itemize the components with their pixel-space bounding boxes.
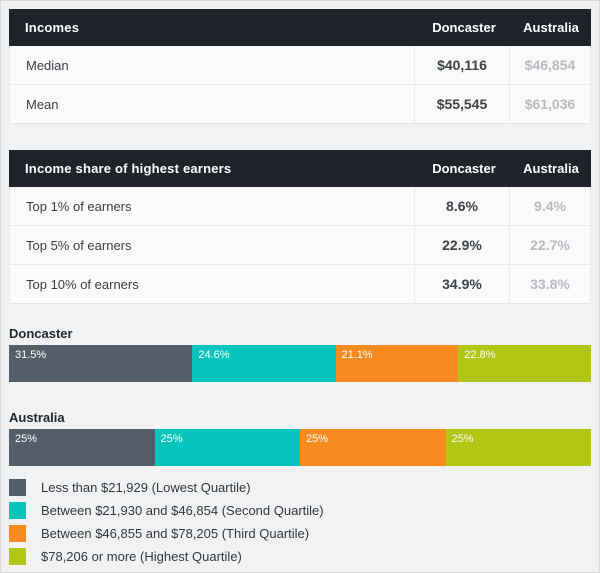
incomes-table-title: Incomes: [25, 20, 80, 35]
doncaster-bar-title: Doncaster: [9, 326, 73, 341]
column-header-doncaster: Doncaster: [432, 161, 496, 176]
column-header-doncaster: Doncaster: [432, 20, 496, 35]
top5-doncaster-value: 22.9%: [414, 226, 509, 264]
australia-stacked-bar: 25% 25% 25% 25%: [9, 429, 591, 466]
top5-australia-value: 22.7%: [509, 226, 590, 264]
table-row-top-1-percent: Top 1% of earners 8.6% 9.4%: [10, 187, 590, 225]
legend-label: $78,206 or more (Highest Quartile): [41, 549, 242, 564]
table-row-top-5-percent: Top 5% of earners 22.9% 22.7%: [10, 225, 590, 264]
legend-swatch-highest-quartile: [9, 548, 26, 565]
doncaster-stacked-bar: 31.5% 24.6% 21.1% 22.8%: [9, 345, 591, 382]
income-share-table: Income share of highest earners Doncaste…: [9, 150, 591, 304]
bar-segment-third-quartile: 25%: [300, 429, 446, 466]
bar-segment-highest-quartile: 25%: [445, 429, 591, 466]
mean-australia-value: $61,036: [509, 85, 590, 123]
legend-label: Between $21,930 and $46,854 (Second Quar…: [41, 503, 324, 518]
bar-segment-lowest-quartile: 25%: [9, 429, 155, 466]
legend-swatch-lowest-quartile: [9, 479, 26, 496]
median-australia-value: $46,854: [509, 46, 590, 84]
australia-bar-chart: Australia 25% 25% 25% 25%: [9, 410, 591, 466]
row-label: Top 5% of earners: [26, 237, 132, 253]
bar-segment-highest-quartile: 22.8%: [458, 345, 591, 382]
row-label: Top 1% of earners: [26, 198, 132, 214]
bar-segment-second-quartile: 24.6%: [192, 345, 336, 382]
legend-item-lowest-quartile: Less than $21,929 (Lowest Quartile): [9, 479, 591, 496]
legend-label: Less than $21,929 (Lowest Quartile): [41, 480, 251, 495]
legend-swatch-second-quartile: [9, 502, 26, 519]
legend-item-third-quartile: Between $46,855 and $78,205 (Third Quart…: [9, 525, 591, 542]
incomes-table-body: Median $40,116 $46,854 Mean $55,545 $61,…: [9, 46, 591, 124]
table-row-mean: Mean $55,545 $61,036: [10, 84, 590, 123]
australia-bar-title: Australia: [9, 410, 65, 425]
median-doncaster-value: $40,116: [414, 46, 509, 84]
bar-segment-third-quartile: 21.1%: [335, 345, 459, 382]
top1-doncaster-value: 8.6%: [414, 187, 509, 225]
income-share-table-body: Top 1% of earners 8.6% 9.4% Top 5% of ea…: [9, 187, 591, 304]
doncaster-bar-chart: Doncaster 31.5% 24.6% 21.1% 22.8%: [9, 326, 591, 382]
incomes-table: Incomes Doncaster Australia Median $40,1…: [9, 9, 591, 124]
row-label: Top 10% of earners: [26, 276, 139, 292]
row-label: Mean: [26, 96, 59, 112]
legend-item-second-quartile: Between $21,930 and $46,854 (Second Quar…: [9, 502, 591, 519]
column-header-australia: Australia: [523, 161, 579, 176]
table-row-median: Median $40,116 $46,854: [10, 46, 590, 84]
top10-doncaster-value: 34.9%: [414, 265, 509, 303]
table-row-top-10-percent: Top 10% of earners 34.9% 33.8%: [10, 264, 590, 303]
top1-australia-value: 9.4%: [509, 187, 590, 225]
legend-label: Between $46,855 and $78,205 (Third Quart…: [41, 526, 310, 541]
legend-swatch-third-quartile: [9, 525, 26, 542]
top10-australia-value: 33.8%: [509, 265, 590, 303]
income-share-table-title: Income share of highest earners: [25, 161, 232, 176]
quartile-legend: Less than $21,929 (Lowest Quartile) Betw…: [9, 479, 591, 565]
bar-segment-lowest-quartile: 31.5%: [9, 345, 193, 382]
income-share-table-header: Income share of highest earners Doncaste…: [9, 150, 591, 187]
mean-doncaster-value: $55,545: [414, 85, 509, 123]
legend-item-highest-quartile: $78,206 or more (Highest Quartile): [9, 548, 591, 565]
column-header-australia: Australia: [523, 20, 579, 35]
incomes-table-header: Incomes Doncaster Australia: [9, 9, 591, 46]
row-label: Median: [26, 57, 69, 73]
bar-segment-second-quartile: 25%: [154, 429, 300, 466]
